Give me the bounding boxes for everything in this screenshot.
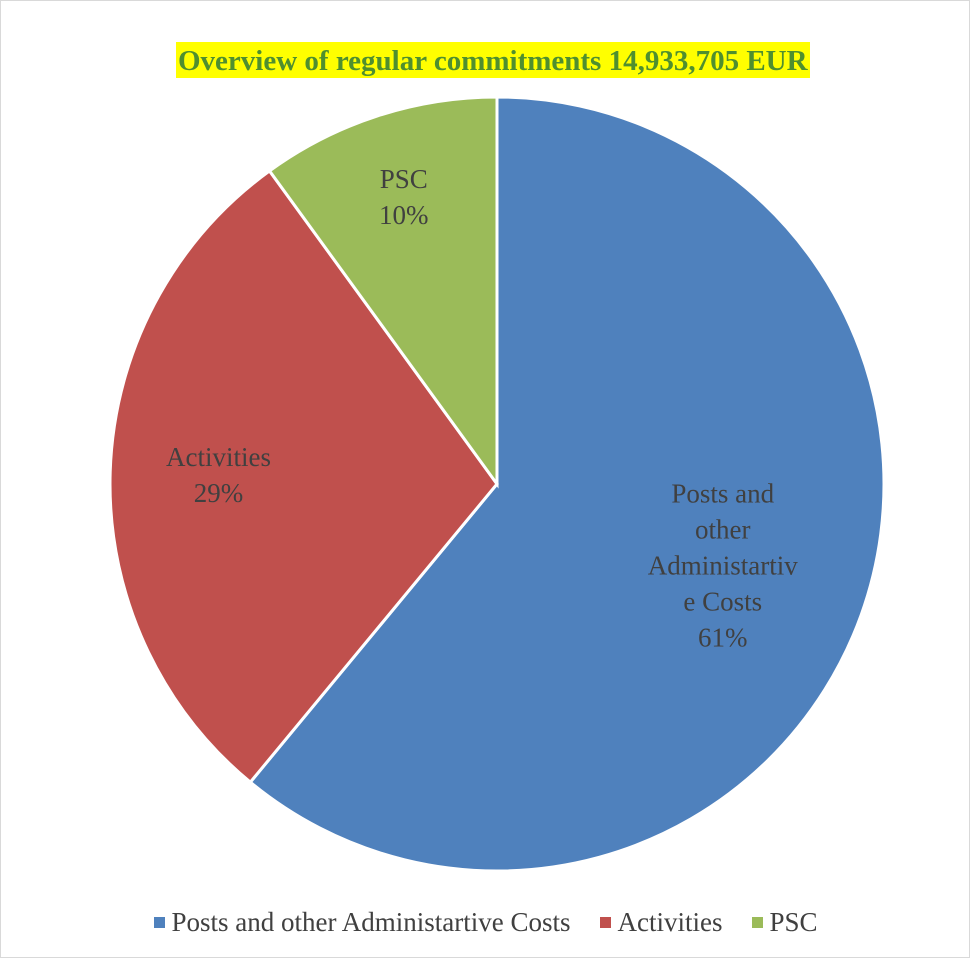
pie-slice-posts-and-other-administartive-costs xyxy=(248,95,886,873)
legend-label: Activities xyxy=(617,907,723,937)
legend-swatch xyxy=(154,917,166,928)
legend-item-posts-and-other-administartive-costs: Posts and other Administartive Costs xyxy=(154,907,570,938)
legend-item-psc: PSC xyxy=(752,907,818,938)
legend-swatch xyxy=(752,917,764,928)
data-label-line: 29% xyxy=(194,478,244,508)
data-label-line: 10% xyxy=(379,200,429,230)
legend-label: PSC xyxy=(769,907,818,937)
data-label-line: e Costs xyxy=(683,586,762,616)
data-label-psc: PSC 10% xyxy=(379,164,429,230)
data-label-line: 61% xyxy=(698,622,748,652)
data-label-line: other xyxy=(695,514,750,544)
legend: Posts and other Administartive Costs Acti… xyxy=(1,907,971,938)
pie-slice-psc xyxy=(267,95,499,489)
data-label-line: PSC xyxy=(380,164,428,194)
legend-item-activities: Activities xyxy=(600,907,722,938)
legend-swatch xyxy=(600,917,612,928)
data-label-posts-and-other-administartive-costs: Posts and other Administartiv e Costs 61% xyxy=(648,478,798,652)
pie-slice-activities xyxy=(108,168,499,785)
data-label-line: Administartiv xyxy=(648,550,798,580)
data-label-line: Posts and xyxy=(671,478,774,508)
legend-label: Posts and other Administartive Costs xyxy=(171,907,571,937)
data-label-activities: Activities 29% xyxy=(166,442,271,508)
chart-title: Overview of regular commitments 14,933,7… xyxy=(176,42,810,78)
data-label-line: Activities xyxy=(166,442,271,472)
